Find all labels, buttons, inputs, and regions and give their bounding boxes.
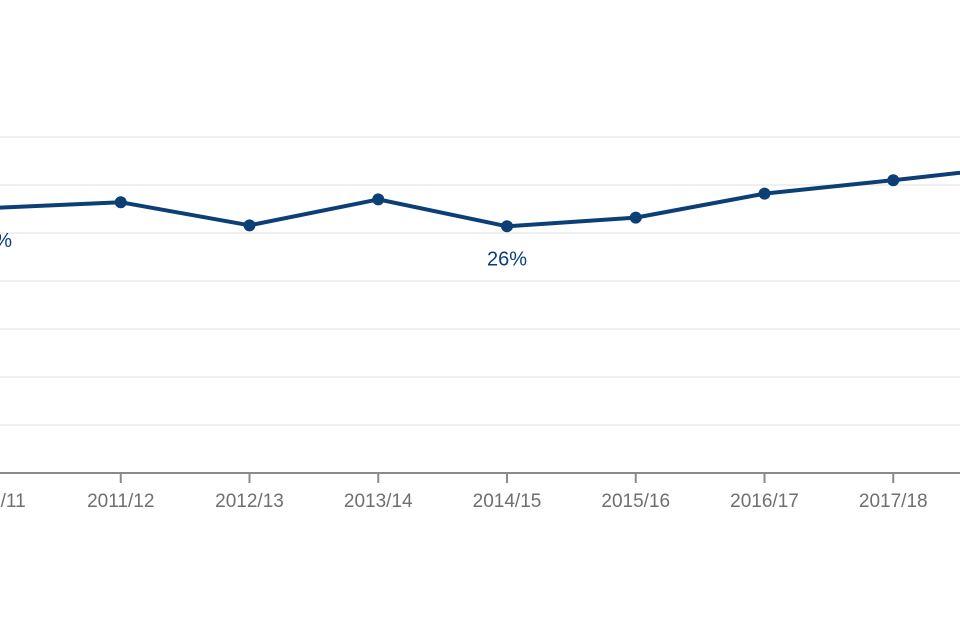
data-point: [629, 211, 642, 224]
data-label: 26%: [487, 248, 527, 270]
data-point: [372, 193, 385, 206]
data-label: 28%: [0, 230, 12, 252]
data-point: [758, 187, 771, 200]
x-tick-label: 2015/16: [601, 491, 670, 512]
data-point: [501, 220, 513, 233]
data-point: [243, 219, 256, 232]
x-tick-label: 2013/14: [344, 491, 413, 512]
series-line: [0, 170, 960, 229]
x-tick-label: 2017/18: [859, 491, 928, 512]
data-point: [114, 196, 127, 209]
x-tick-label: 2012/13: [215, 491, 284, 512]
x-tick-label: 2011/12: [87, 491, 154, 512]
x-tick-label: 2010/11: [0, 491, 26, 512]
data-point: [887, 174, 900, 187]
x-tick-label: 2014/15: [473, 491, 542, 512]
x-tick-label: 2016/17: [730, 491, 799, 512]
